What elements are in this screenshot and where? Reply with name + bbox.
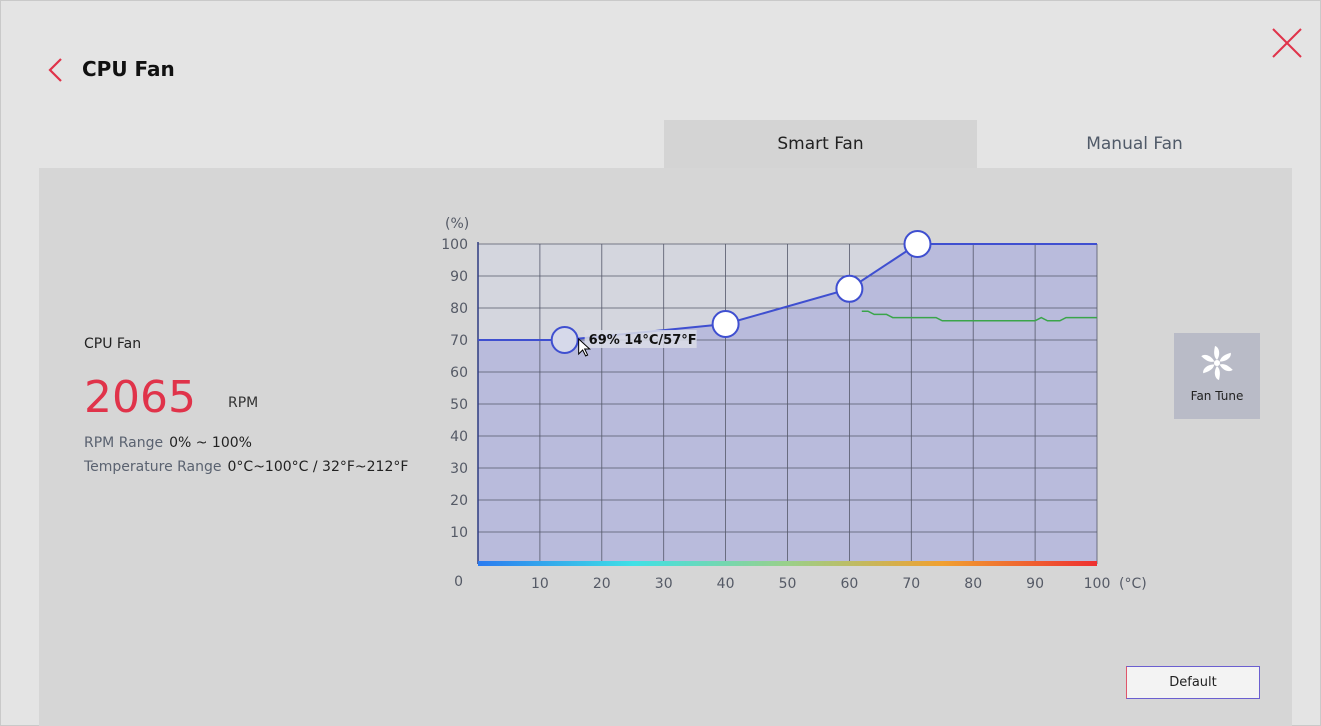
x-tick-label: 100: [1084, 576, 1111, 592]
fan-tune-button[interactable]: Fan Tune: [1174, 333, 1260, 419]
tab-manual-fan[interactable]: Manual Fan: [1086, 134, 1183, 154]
x-tick-label: 20: [593, 576, 611, 592]
x-tick-label: 40: [717, 576, 735, 592]
x-tick-label: 80: [964, 576, 982, 592]
x-tick-label: 70: [902, 576, 920, 592]
rpm-range-label: RPM Range: [84, 435, 164, 451]
y-tick-label: 40: [450, 429, 468, 445]
curve-point-tooltip: 69% 14°C/57°F: [589, 333, 697, 348]
temperature-gradient-bar: [478, 561, 1097, 566]
origin-label: 0: [454, 574, 463, 590]
tab-smart-fan[interactable]: Smart Fan: [664, 120, 977, 168]
x-tick-label: 10: [531, 576, 549, 592]
curve-point-handle[interactable]: [711, 310, 740, 338]
x-tick-label: 30: [655, 576, 673, 592]
fan-curve-line: [478, 243, 1097, 341]
fan-name-label: CPU Fan: [84, 336, 142, 352]
curve-point-handle[interactable]: [903, 230, 932, 258]
temp-range-row: Temperature Range 0°C~100°C / 32°F~212°F: [84, 459, 408, 475]
x-tick-label: 50: [779, 576, 797, 592]
fan-curve-chart[interactable]: 100 90 80 70 60 50 40 30 20 10 10 20 30 40 50 60 70 80 90 1…: [430, 205, 1170, 605]
curve-point-handle[interactable]: [550, 326, 579, 354]
page-title: CPU Fan: [82, 57, 175, 81]
rpm-range-value: 0% ~ 100%: [169, 435, 252, 451]
default-button[interactable]: Default: [1126, 666, 1260, 699]
temp-range-value: 0°C~100°C / 32°F~212°F: [227, 459, 409, 475]
temperature-trace: [861, 310, 1097, 322]
fan-tune-label: Fan Tune: [1190, 389, 1244, 403]
y-tick-label: 60: [450, 365, 468, 381]
rpm-value: 2065: [84, 372, 196, 423]
y-tick-label: 90: [450, 269, 468, 285]
tooltip-background: [584, 330, 697, 348]
y-tick-label: 50: [450, 397, 468, 413]
y-tick-label: 20: [450, 493, 468, 509]
temp-range-label: Temperature Range: [84, 459, 222, 475]
x-tick-label: 60: [840, 576, 858, 592]
curve-point-handle[interactable]: [835, 274, 864, 303]
y-tick-label: 100: [441, 237, 468, 253]
y-tick-label: 10: [450, 525, 468, 541]
x-unit-label: (°C): [1119, 576, 1147, 592]
close-icon[interactable]: [1270, 26, 1304, 60]
rpm-range-row: RPM Range 0% ~ 100%: [84, 435, 252, 451]
fan-icon: [1201, 346, 1233, 380]
y-tick-label: 70: [450, 333, 468, 349]
mouse-cursor-icon: [578, 337, 591, 357]
y-unit-label: (%): [445, 216, 469, 232]
y-tick-label: 30: [450, 461, 468, 477]
chevron-left-icon[interactable]: [44, 56, 68, 84]
rpm-unit: RPM: [228, 395, 259, 411]
x-tick-label: 90: [1026, 576, 1044, 592]
y-tick-label: 80: [450, 301, 468, 317]
